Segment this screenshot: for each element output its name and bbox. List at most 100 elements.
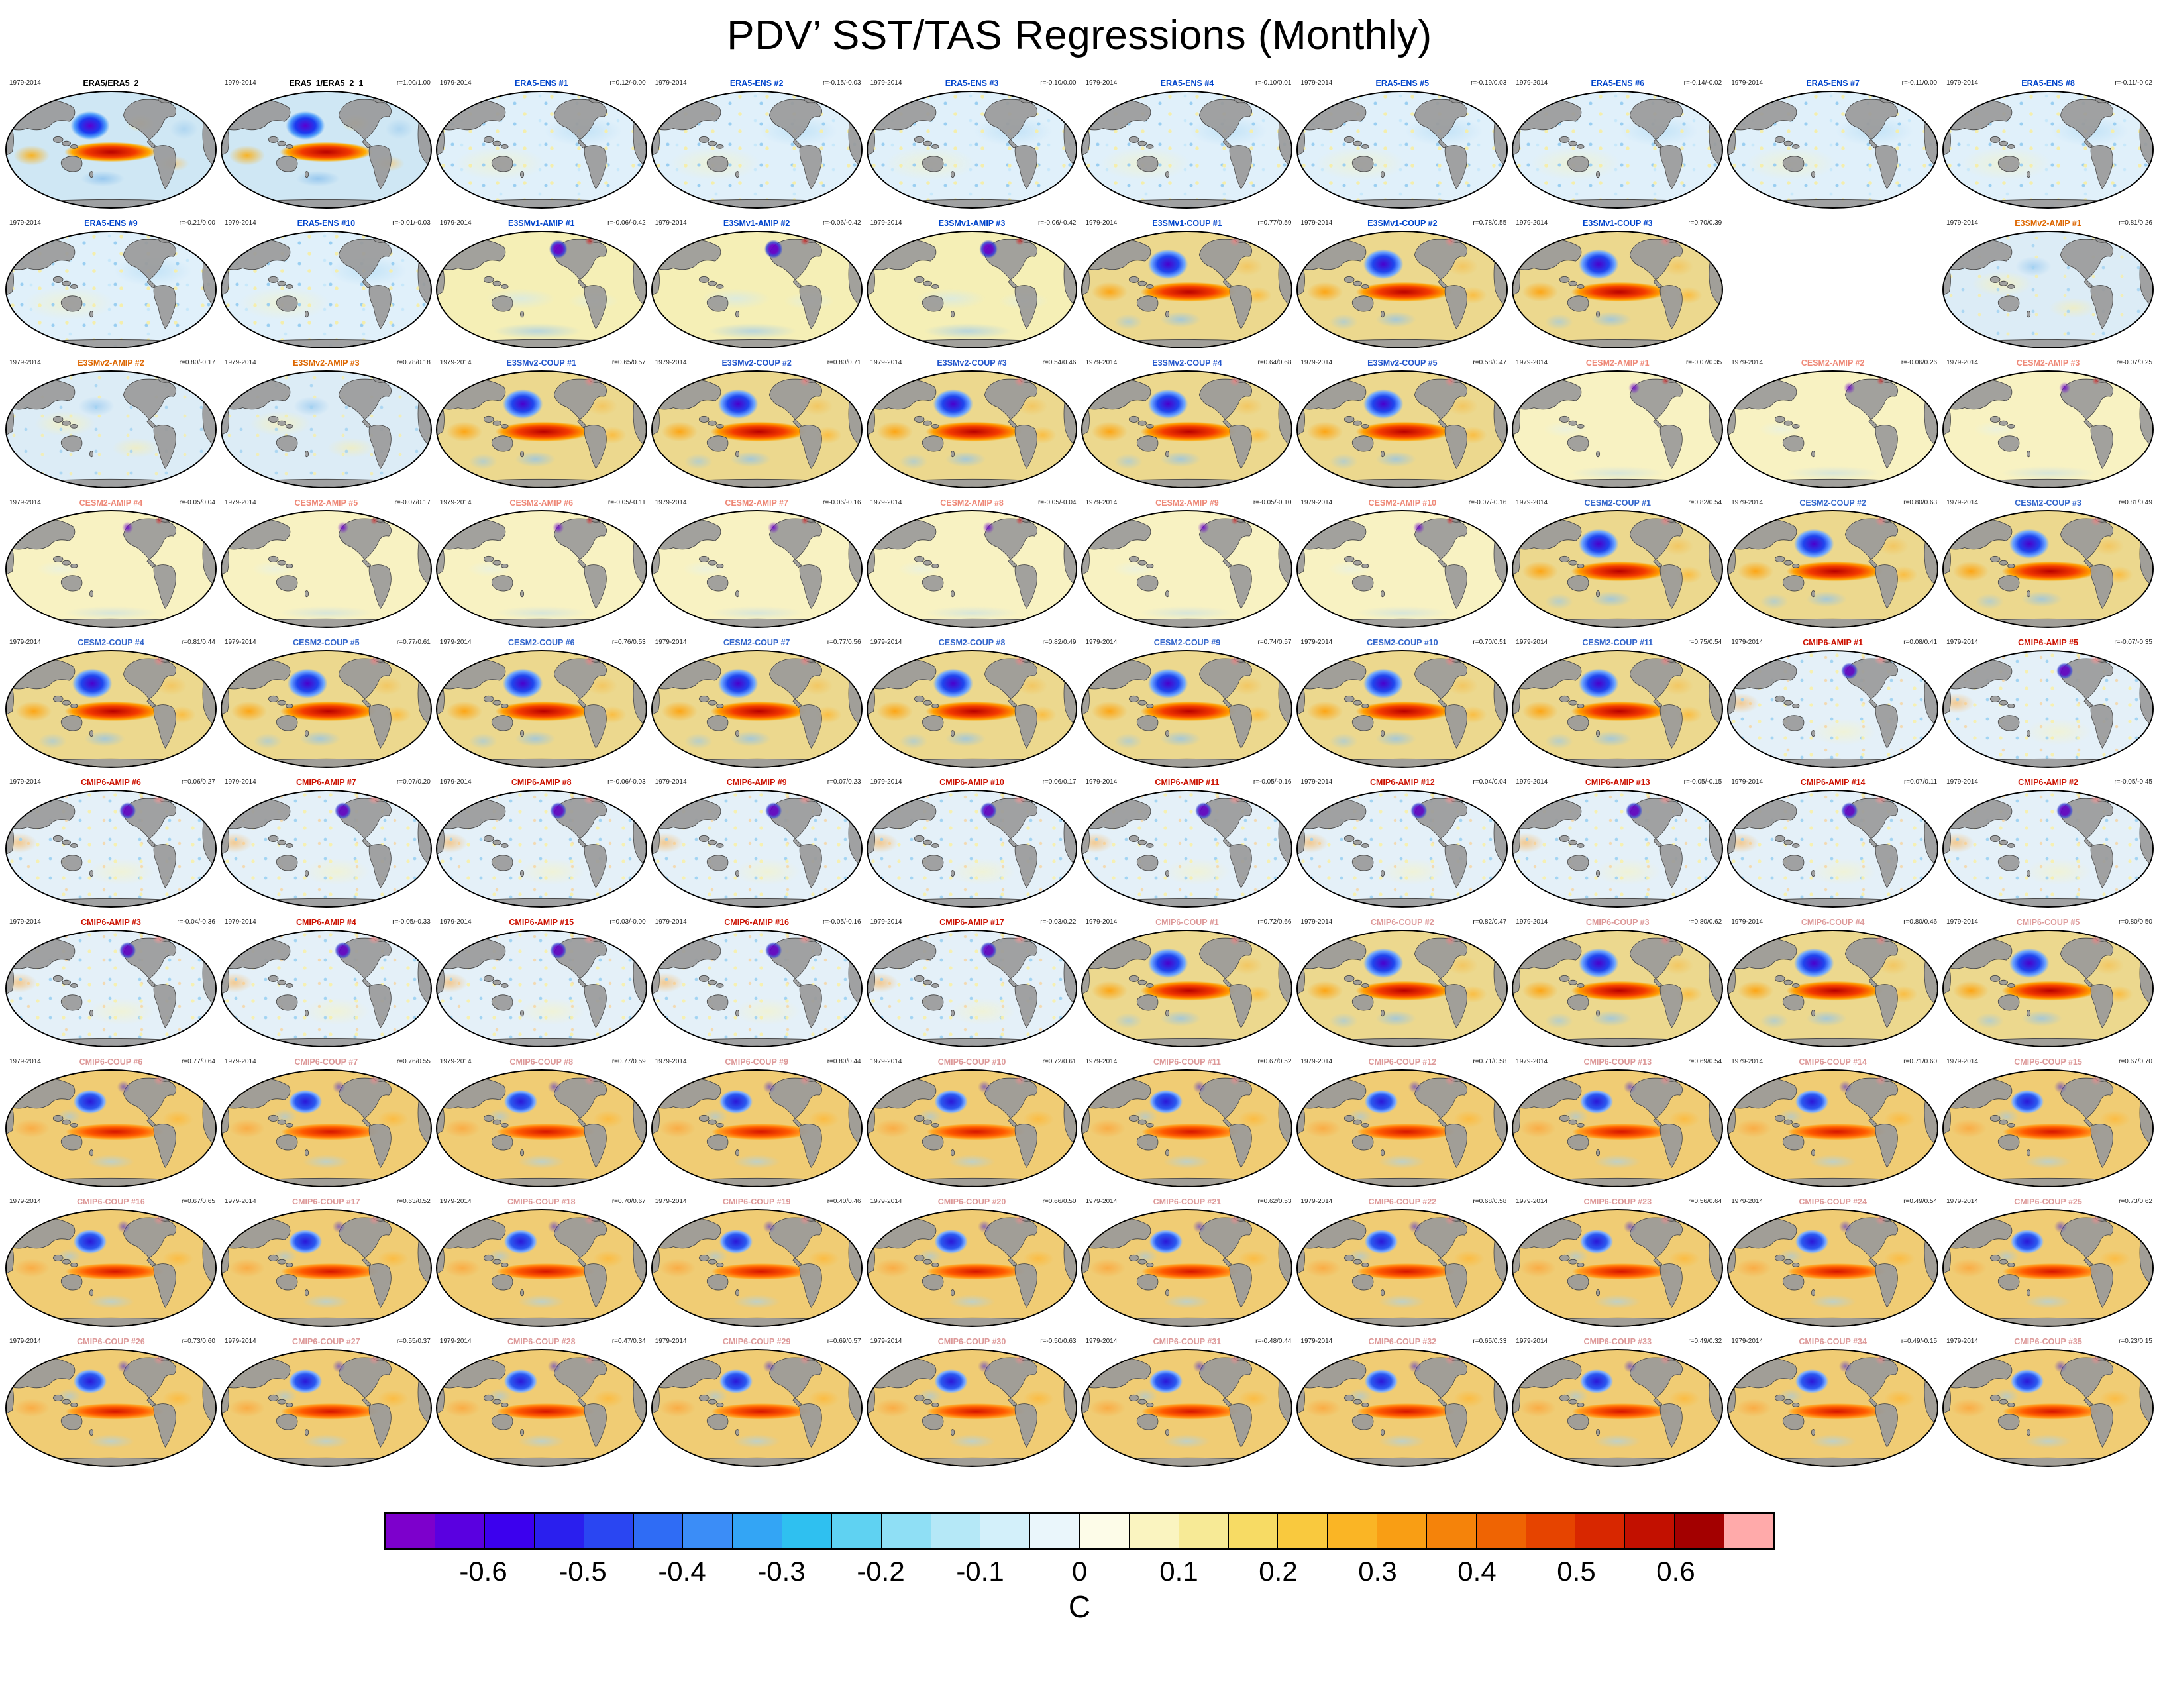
panel-title: CMIP6-AMIP #2	[2018, 778, 2078, 787]
land-anomaly-patch	[868, 92, 1077, 207]
panel-header: 1979-2014 E3SMv2-AMIP #1 r=0.81/0.26	[1942, 216, 2154, 231]
map-panel: 1979-2014 CMIP6-COUP #11 r=0.67/0.52	[1081, 1055, 1293, 1187]
panel-header: 1979-2014 CMIP6-AMIP #2 r=-0.05/-0.45	[1942, 775, 2154, 790]
panel-years: 1979-2014	[1516, 778, 1548, 786]
regression-map	[1081, 370, 1293, 488]
map-panel: 1979-2014 CESM2-AMIP #2 r=-0.06/0.26	[1727, 356, 1939, 488]
colorbar-segment	[633, 1514, 684, 1548]
colorbar-tick-label: -0.3	[757, 1556, 806, 1587]
land-anomaly-patch	[221, 1350, 431, 1466]
land-anomaly-patch	[7, 511, 215, 627]
panel-years: 1979-2014	[655, 499, 687, 506]
panel-years: 1979-2014	[1731, 359, 1764, 366]
land-anomaly-patch	[1944, 511, 2152, 627]
panel-title: ERA5/ERA5_2	[83, 79, 139, 88]
panel-header: 1979-2014 CESM2-AMIP #6 r=-0.05/-0.11	[436, 496, 647, 510]
panel-header: 1979-2014 CMIP6-COUP #17 r=0.63/0.52	[221, 1195, 432, 1209]
land-anomaly-patch	[1082, 791, 1292, 906]
panel-title: CMIP6-COUP #14	[1799, 1057, 1867, 1067]
panel-header: 1979-2014 E3SMv2-COUP #5 r=0.58/0.47	[1296, 356, 1508, 370]
panel-title: E3SMv1-COUP #3	[1583, 219, 1653, 228]
map-panel: 1979-2014 ERA5/ERA5_2	[5, 76, 217, 209]
map-panel: 1979-2014 ERA5-ENS #10 r=-0.01/-0.03	[220, 216, 432, 348]
land-anomaly-patch	[652, 651, 861, 767]
panel-header: 1979-2014 CMIP6-AMIP #1 r=0.08/0.41	[1727, 635, 1938, 650]
colorbar-segment	[386, 1514, 436, 1548]
panel-header: 1979-2014 CMIP6-COUP #27 r=0.55/0.37	[221, 1334, 432, 1349]
colorbar-tick-label: -0.5	[558, 1556, 607, 1587]
land-anomaly-patch	[1513, 92, 1722, 207]
map-panel: 1979-2014 CESM2-AMIP #8 r=-0.05/-0.04	[866, 496, 1078, 628]
regression-map	[1727, 510, 1939, 628]
regression-map	[651, 510, 863, 628]
panel-header: 1979-2014 CESM2-AMIP #5 r=-0.07/0.17	[221, 496, 432, 510]
panel-title: CMIP6-COUP #34	[1799, 1337, 1867, 1346]
map-panel: 1979-2014 CESM2-AMIP #3 r=-0.07/0.25	[1942, 356, 2154, 488]
colorbar-segment	[1476, 1514, 1526, 1548]
colorbar-segment	[1724, 1514, 1773, 1548]
panel-years: 1979-2014	[655, 80, 687, 87]
panel-years: 1979-2014	[9, 778, 41, 786]
panel-header: 1979-2014 CESM2-COUP #2 r=0.80/0.63	[1727, 496, 1938, 510]
regression-map	[1296, 1349, 1508, 1467]
regression-map	[1512, 1069, 1724, 1187]
map-panel: 1979-2014 ERA5-ENS #3 r=-0.10/0.00	[866, 76, 1078, 209]
panel-r-value: r=-0.04/-0.36	[177, 918, 215, 926]
panel-header: 1979-2014 CESM2-AMIP #4 r=-0.05/0.04	[5, 496, 217, 510]
panel-years: 1979-2014	[655, 639, 687, 646]
map-panel: 1979-2014 ERA5-ENS #2 r=-0.15/-0.03	[651, 76, 863, 209]
panel-years: 1979-2014	[870, 778, 902, 786]
panel-years: 1979-2014	[1300, 1198, 1333, 1205]
panel-r-value: r=0.71/0.58	[1473, 1058, 1507, 1065]
panel-title: CESM2-AMIP #5	[294, 498, 358, 507]
regression-map	[1512, 510, 1724, 628]
land-anomaly-patch	[652, 931, 861, 1046]
panel-title: E3SMv1-AMIP #3	[938, 219, 1006, 228]
land-anomaly-patch	[867, 931, 1077, 1046]
map-panel: 1979-2014 CESM2-COUP #4 r=0.81/0.44	[5, 635, 217, 768]
panel-years: 1979-2014	[1085, 499, 1118, 506]
panel-years: 1979-2014	[1300, 639, 1333, 646]
panel-header: 1979-2014 CMIP6-COUP #14 r=0.71/0.60	[1727, 1055, 1938, 1069]
panel-years: 1979-2014	[1516, 499, 1548, 506]
panel-years: 1979-2014	[1731, 1338, 1764, 1345]
colorbar-segment	[1526, 1514, 1576, 1548]
regression-map	[651, 650, 863, 768]
map-panel: 1979-2014 CMIP6-AMIP #5 r=-0.07/-0.35	[1942, 635, 2154, 768]
panel-r-value: r=-0.48/0.44	[1255, 1338, 1292, 1345]
panel-r-value: r=0.70/0.67	[611, 1198, 646, 1205]
land-anomaly-patch	[1298, 651, 1507, 767]
regression-map	[1512, 370, 1724, 488]
land-anomaly-patch	[653, 92, 861, 207]
regression-map	[435, 930, 647, 1047]
regression-map	[220, 231, 432, 348]
regression-map	[1942, 510, 2154, 628]
panel-r-value: r=0.65/0.33	[1473, 1338, 1507, 1345]
panel-years: 1979-2014	[224, 359, 256, 366]
regression-map	[651, 370, 863, 488]
panel-years: 1979-2014	[1946, 359, 1978, 366]
panel-title: CMIP6-COUP #35	[2014, 1337, 2082, 1346]
regression-map	[1512, 930, 1724, 1047]
panel-title: CESM2-COUP #4	[78, 638, 144, 647]
map-panel: 1979-2014 CMIP6-COUP #30 r=-0.50/0.63	[866, 1334, 1078, 1467]
land-anomaly-patch	[867, 651, 1077, 767]
panel-header: 1979-2014 CMIP6-COUP #7 r=0.76/0.55	[221, 1055, 432, 1069]
panel-years: 1979-2014	[439, 1198, 472, 1205]
regression-map	[1512, 650, 1724, 768]
panel-header: 1979-2014 CMIP6-COUP #3 r=0.80/0.62	[1512, 915, 1723, 930]
panel-years: 1979-2014	[439, 359, 472, 366]
panel-title: CMIP6-COUP #10	[937, 1057, 1006, 1067]
colorbar-segment	[782, 1514, 832, 1548]
panel-title: CMIP6-COUP #27	[292, 1337, 360, 1346]
land-anomaly-patch	[437, 1210, 646, 1326]
map-panel: 1979-2014 E3SMv1-COUP #1 r=0.77/0.59	[1081, 216, 1293, 348]
land-anomaly-patch	[1298, 372, 1507, 487]
panel-years: 1979-2014	[1300, 1058, 1333, 1065]
land-anomaly-patch	[652, 791, 861, 906]
regression-map	[5, 91, 217, 209]
panel-years: 1979-2014	[1946, 1058, 1978, 1065]
regression-map	[866, 231, 1078, 348]
panel-title: ERA5-ENS #2	[729, 79, 784, 88]
panel-title: CMIP6-COUP #12	[1368, 1057, 1437, 1067]
